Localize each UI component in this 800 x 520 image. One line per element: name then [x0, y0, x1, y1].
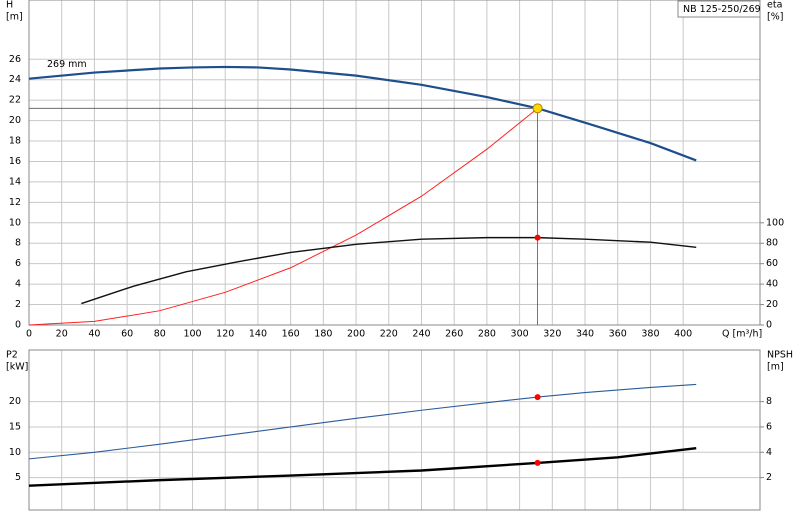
y-axis-label: [m]	[6, 12, 23, 23]
y2-tick-label: 6	[766, 421, 772, 432]
plot-area	[29, 350, 760, 510]
y2-tick-label: 100	[766, 217, 784, 228]
y-tick-label: 5	[15, 472, 21, 483]
duty-point	[532, 103, 543, 114]
y2-tick-label: 80	[766, 238, 778, 249]
y2-axis-label: [%]	[767, 12, 783, 23]
y-tick-label: 20	[9, 396, 21, 407]
y2-axis-label: eta	[767, 0, 782, 11]
y-tick-label: 12	[9, 197, 21, 208]
y2-tick-label: 20	[766, 299, 778, 310]
y-tick-label: 24	[9, 74, 21, 85]
x-tick-label: 100	[183, 329, 201, 340]
x-tick-label: 320	[543, 329, 561, 340]
y-axis-label: [kW]	[6, 362, 28, 373]
curve	[28, 107, 538, 326]
curve-label: 269 mm	[47, 59, 87, 70]
y-axis-label: H	[6, 0, 13, 11]
x-tick-label: 200	[347, 329, 365, 340]
x-tick-label: 0	[26, 329, 32, 340]
y2-tick-label: 2	[766, 472, 772, 483]
x-tick-label: 40	[88, 329, 100, 340]
x-tick-label: 80	[154, 329, 166, 340]
x-tick-label: 220	[380, 329, 398, 340]
y-tick-label: 10	[9, 217, 21, 228]
x-tick-label: 160	[282, 329, 300, 340]
x-tick-label: 280	[478, 329, 496, 340]
x-tick-label: 180	[314, 329, 332, 340]
curve	[28, 383, 697, 460]
y-tick-label: 8	[15, 238, 21, 249]
x-tick-label: 380	[641, 329, 659, 340]
y-tick-label: 4	[15, 279, 21, 290]
y-tick-label: 22	[9, 95, 21, 106]
y2-tick-label: 40	[766, 279, 778, 290]
x-tick-label: 260	[445, 329, 463, 340]
y-axis-label: P2	[6, 350, 18, 361]
x-tick-label: 240	[412, 329, 430, 340]
x-tick-label: 340	[576, 329, 594, 340]
curve	[81, 236, 697, 305]
y-tick-label: 26	[9, 54, 21, 65]
x-tick-label: 300	[511, 329, 529, 340]
y2-axis-label: NPSH	[767, 350, 793, 361]
y-tick-label: 15	[9, 421, 21, 432]
plot-area	[29, 0, 760, 325]
x-axis-label: Q [m³/h]	[722, 329, 762, 340]
y-tick-label: 2	[15, 299, 21, 310]
x-tick-label: 120	[216, 329, 234, 340]
curve	[28, 447, 697, 487]
legend-box	[677, 0, 761, 18]
chart-title: NB 125-250/269	[683, 4, 761, 15]
x-tick-label: 400	[674, 329, 692, 340]
y-tick-label: 10	[9, 447, 21, 458]
x-tick-label: 360	[609, 329, 627, 340]
y-tick-label: 18	[9, 136, 21, 147]
y2-tick-label: 8	[766, 396, 772, 407]
x-tick-label: 140	[249, 329, 267, 340]
x-tick-label: 60	[121, 329, 133, 340]
y-tick-label: 0	[15, 320, 21, 331]
curve	[28, 65, 697, 162]
y-tick-label: 14	[9, 176, 21, 187]
y2-axis-label: [m]	[767, 362, 784, 373]
duty-point	[534, 234, 541, 241]
duty-point	[534, 459, 541, 466]
y2-tick-label: 0	[766, 320, 772, 331]
y-tick-label: 20	[9, 115, 21, 126]
x-tick-label: 20	[56, 329, 68, 340]
plot-frame	[28, 0, 761, 326]
y-tick-label: 6	[15, 258, 21, 269]
y-tick-label: 16	[9, 156, 21, 167]
duty-point	[534, 394, 541, 401]
y2-tick-label: 4	[766, 447, 772, 458]
y2-tick-label: 60	[766, 258, 778, 269]
plot-frame	[28, 349, 761, 511]
